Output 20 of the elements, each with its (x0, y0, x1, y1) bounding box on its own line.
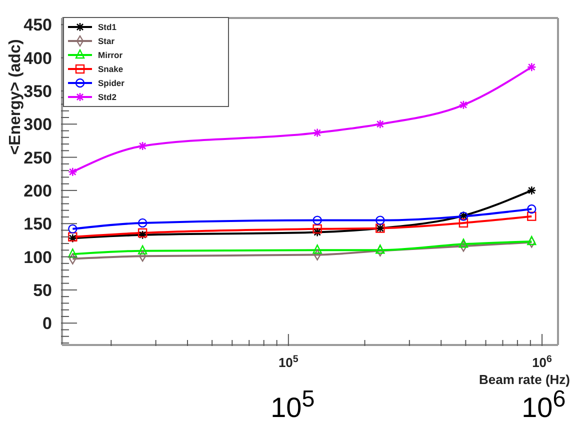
y-tick-label: 50 (33, 280, 52, 300)
y-axis-title: <Energy> (adc) (7, 39, 24, 155)
text: 10$^{5}$ (270, 386, 315, 422)
y-tick-label: 0 (42, 314, 52, 334)
y-tick-label: 200 (24, 181, 52, 200)
text: 10$^{6}$ (522, 386, 566, 422)
x-axis-title: Beam rate (Hz) (478, 372, 570, 387)
legend-label: Snake (98, 64, 124, 74)
y-tick-label: 350 (24, 82, 52, 101)
legend-label: Spider (98, 78, 124, 88)
y-tick-label: 100 (24, 248, 52, 267)
y-tick-label: 400 (24, 48, 52, 68)
y-tick-label: 250 (24, 148, 52, 168)
legend-label: Std2 (98, 92, 116, 102)
y-tick-label: 450 (24, 16, 52, 35)
y-tick-label: 150 (24, 214, 52, 234)
legend-label: Star (98, 36, 115, 46)
legend-label: Std1 (98, 22, 116, 32)
legend-label: Mirror (98, 50, 123, 60)
y-tick-label: 300 (24, 115, 52, 134)
